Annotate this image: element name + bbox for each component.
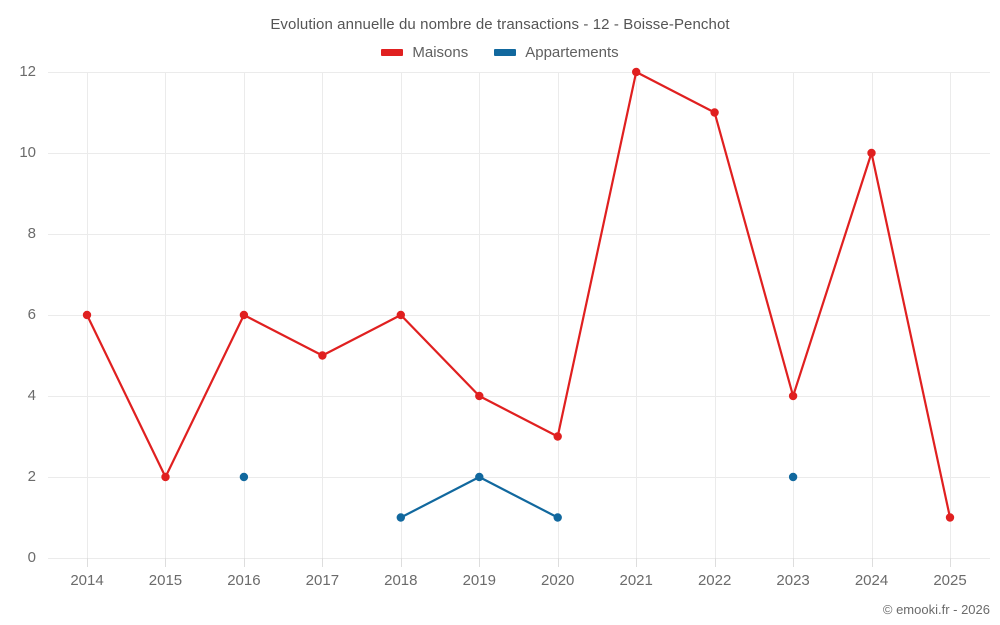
legend-swatch-appartements xyxy=(494,49,517,56)
x-tick-label: 2018 xyxy=(384,572,417,589)
x-tick-label: 2023 xyxy=(776,572,809,589)
chart-title: Evolution annuelle du nombre de transact… xyxy=(270,16,730,33)
series-line-maisons xyxy=(85,70,952,519)
data-series xyxy=(82,67,955,522)
chart-legend: Maisons Appartements xyxy=(0,44,1000,61)
x-tick-label: 2021 xyxy=(619,572,652,589)
y-tick-label: 6 xyxy=(28,306,36,323)
footer-credit: © emooki.fr - 2026 xyxy=(882,602,990,617)
x-tick-label: 2022 xyxy=(698,572,731,589)
x-tick-label: 2016 xyxy=(227,572,260,589)
data-point-maisons xyxy=(788,391,798,401)
y-tick-label: 10 xyxy=(19,144,36,161)
y-tick-label: 4 xyxy=(28,387,36,404)
x-tick-label: 2024 xyxy=(855,572,888,589)
legend-swatch-maisons xyxy=(381,49,404,56)
data-point-maisons xyxy=(82,310,92,320)
data-point-maisons xyxy=(239,310,249,320)
data-point-appartements xyxy=(239,472,249,482)
legend-item-appartements[interactable]: Appartements xyxy=(494,44,619,61)
legend-label-maisons: Maisons xyxy=(412,44,469,61)
y-tick-label: 2 xyxy=(28,468,36,485)
x-tick-label: 2015 xyxy=(149,572,182,589)
data-point-appartements xyxy=(475,472,484,482)
data-point-maisons xyxy=(318,351,327,360)
legend-label-appartements: Appartements xyxy=(525,44,619,61)
x-axis-labels: 2014 2015 2016 2017 2018 2019 2020 2021 2022 2023… xyxy=(70,572,966,589)
data-point-maisons xyxy=(945,513,955,522)
y-tick-label: 0 xyxy=(28,549,36,566)
x-tick-label: 2019 xyxy=(463,572,496,589)
data-point-maisons xyxy=(161,472,170,482)
x-tick-label: 2025 xyxy=(933,572,966,589)
data-point-appartements xyxy=(788,472,798,482)
x-tick-label: 2014 xyxy=(70,572,103,589)
x-axis-ticks xyxy=(87,558,951,567)
data-point-appartements xyxy=(553,513,562,522)
y-axis-labels: 0 2 4 6 8 10 12 xyxy=(19,63,36,566)
data-point-maisons xyxy=(396,310,405,320)
data-point-appartements xyxy=(396,513,405,522)
x-tick-label: 2017 xyxy=(306,572,339,589)
data-point-maisons xyxy=(710,108,719,117)
y-tick-label: 12 xyxy=(19,63,36,80)
data-point-maisons xyxy=(867,148,876,158)
data-point-maisons xyxy=(553,432,562,441)
legend-item-maisons[interactable]: Maisons xyxy=(381,44,468,61)
data-point-maisons xyxy=(632,67,641,77)
data-point-maisons xyxy=(475,391,484,401)
x-tick-label: 2020 xyxy=(541,572,574,589)
y-tick-label: 8 xyxy=(28,225,36,242)
grid-lines xyxy=(48,72,990,559)
